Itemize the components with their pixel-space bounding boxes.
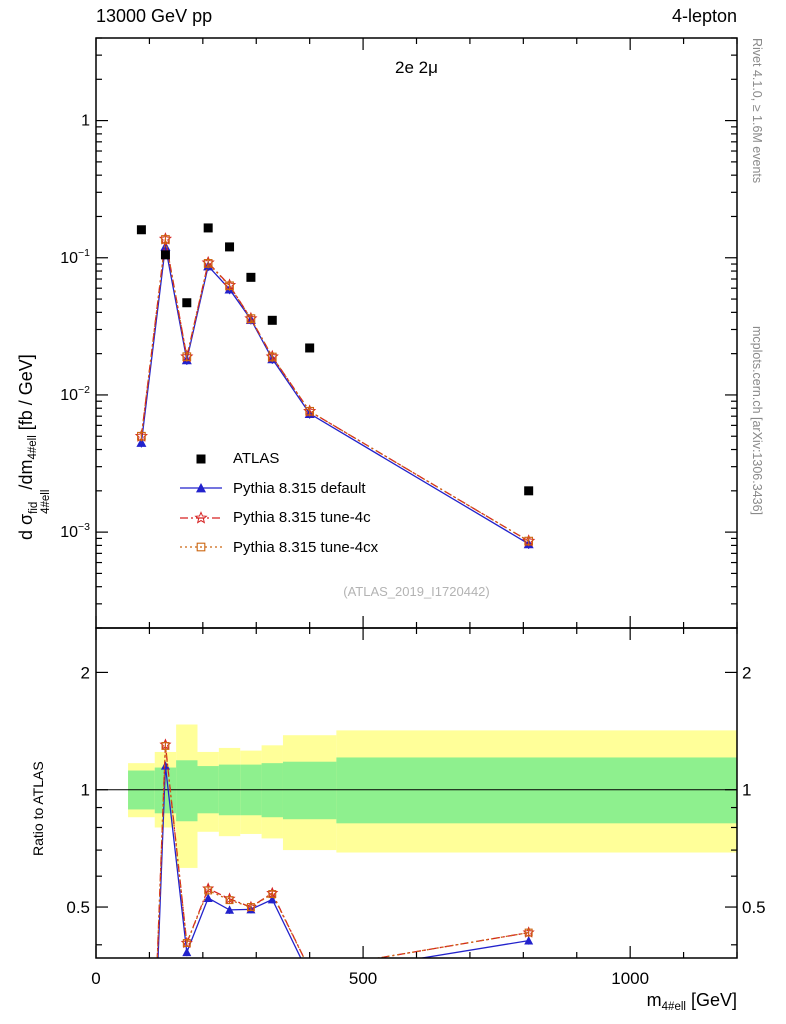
plot-title: 2e 2μ (395, 58, 438, 77)
svg-text:2: 2 (742, 663, 751, 682)
ylabel-post: [fb / GeV] (16, 354, 36, 436)
ylabel-sup: fid (28, 501, 40, 514)
xlabel-sub: 4#ell (661, 1001, 686, 1013)
legend-item-atlas: ATLAS (178, 444, 378, 474)
xlabel-pre: m (646, 990, 662, 1010)
ratio-series (156, 738, 535, 958)
ylabel-sub: 4#ell (40, 489, 53, 514)
legend-label-pythia-4cx: Pythia 8.315 tune-4cx (233, 538, 379, 556)
header-channel: 4-lepton (671, 6, 737, 26)
x-axis-label: m4#ell [GeV] (647, 990, 737, 1013)
legend-label-pythia-4c: Pythia 8.315 tune-4c (233, 509, 371, 527)
ratio-panel-frame (95, 627, 738, 959)
mcplots-reference-note: mcplots.cern.ch [arXiv:1306.3436] (750, 326, 764, 515)
svg-text:1: 1 (742, 781, 751, 800)
ylabel-sub2: 4#ell (27, 435, 39, 460)
svg-text:0.5: 0.5 (66, 898, 90, 917)
y-axis-label-ratio: Ratio to ATLAS (30, 761, 46, 856)
svg-text:1000: 1000 (611, 969, 649, 988)
svg-text:500: 500 (349, 969, 377, 988)
ylabel-supsub: fid 4#ell (28, 490, 52, 514)
ylabel-pre: d σ (16, 513, 36, 540)
svg-text:10−3: 10−3 (60, 521, 90, 541)
svg-text:1: 1 (81, 781, 90, 800)
svg-text:0.5: 0.5 (742, 898, 766, 917)
red-star-line-marker-icon (180, 510, 222, 524)
svg-text:1: 1 (81, 113, 90, 130)
orange-square-line-marker-icon (180, 542, 222, 552)
xlabel-post: [GeV] (685, 990, 737, 1010)
ratio-line-2 (156, 745, 529, 958)
svg-text:2: 2 (81, 663, 90, 682)
legend: ATLAS Pythia 8.315 default Pythia 8.315 … (178, 444, 378, 562)
analysis-id-watermark: (ATLAS_2019_I1720442) (343, 584, 490, 599)
svg-text:10−1: 10−1 (60, 247, 90, 267)
legend-item-pythia-4c: Pythia 8.315 tune-4c (178, 503, 378, 533)
atlas-square-marker-icon (196, 454, 206, 464)
y-axis-label-main: d σ fid 4#ell/dm4#ell [fb / GeV] (16, 354, 52, 540)
atlas-data-points (136, 223, 534, 496)
legend-label-atlas: ATLAS (233, 450, 280, 468)
header-beam-energy: 13000 GeV pp (96, 6, 213, 26)
ratio-uncertainty-bands (128, 724, 737, 868)
main-series (134, 232, 536, 549)
ylabel-mid: /dm (16, 459, 36, 490)
svg-text:10−2: 10−2 (60, 384, 90, 404)
blue-triangle-line-marker-icon (180, 483, 222, 493)
legend-item-pythia-default: Pythia 8.315 default (178, 474, 378, 504)
main-line-2 (140, 239, 530, 542)
svg-text:0: 0 (91, 969, 100, 988)
legend-item-pythia-4cx: Pythia 8.315 tune-4cx (178, 533, 378, 563)
legend-label-pythia-default: Pythia 8.315 default (233, 479, 366, 497)
rivet-version-note: Rivet 4.1.0, ≥ 1.6M events (750, 38, 764, 184)
